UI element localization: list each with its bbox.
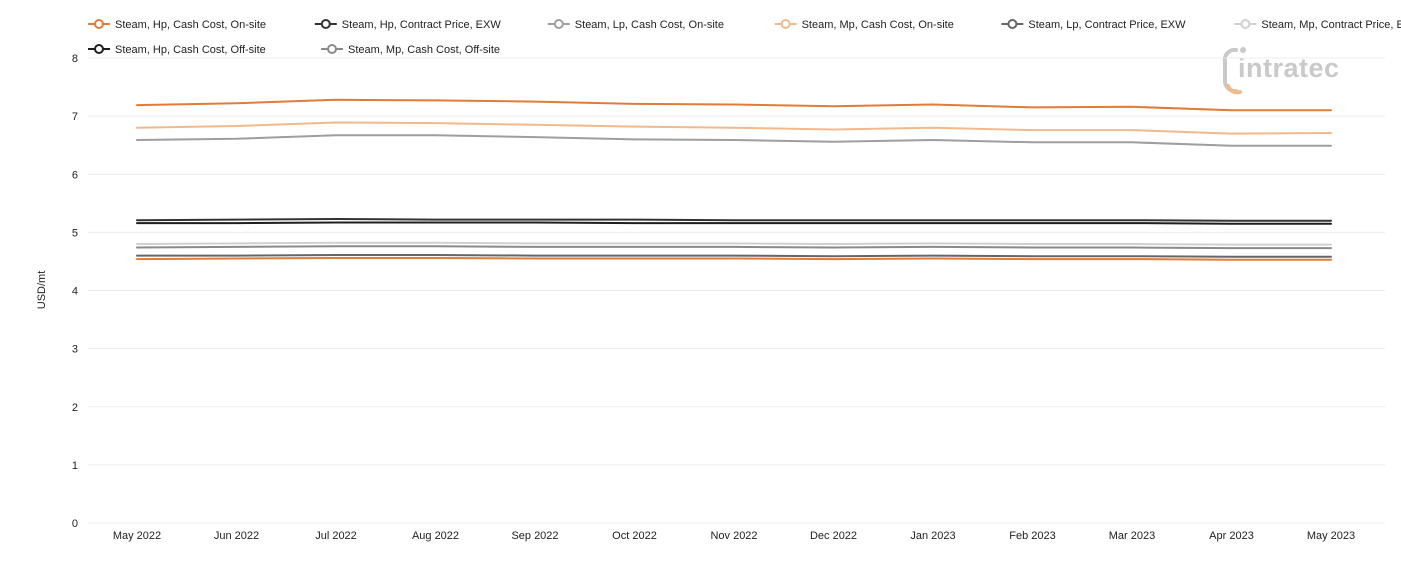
series-line-6 (136, 241, 1332, 246)
series-line-3 (136, 134, 1332, 147)
legend-item[interactable]: Steam, Lp, Cash Cost, On-site (547, 19, 724, 31)
x-tick-label: Jun 2022 (214, 530, 259, 542)
legend-marker-icon (1007, 19, 1018, 29)
y-tick-label: 8 (72, 53, 78, 65)
legend-marker-icon (780, 19, 791, 29)
gridlines (88, 57, 1385, 524)
y-axis: 0 1 2 3 4 5 6 7 8 (72, 53, 78, 530)
x-axis: May 2022 Jun 2022 Jul 2022 Aug 2022 Sep 2022… (113, 530, 1355, 542)
y-tick-label: 7 (72, 111, 78, 123)
logo-dot-icon (1240, 47, 1246, 53)
series-line-7 (136, 257, 1332, 261)
y-tick-label: 3 (72, 344, 78, 356)
y-tick-label: 1 (72, 460, 78, 472)
legend-item[interactable]: Steam, Mp, Cash Cost, On-site (774, 19, 954, 31)
legend-label: Steam, Mp, Contract Price, EXW (1261, 19, 1401, 31)
x-tick-label: Apr 2023 (1209, 530, 1254, 542)
x-tick-label: Feb 2023 (1009, 530, 1055, 542)
y-tick-label: 2 (72, 402, 78, 414)
legend-marker-icon (1240, 19, 1251, 29)
legend-item[interactable]: Steam, Hp, Cash Cost, On-site (88, 19, 266, 31)
x-tick-label: Nov 2022 (710, 530, 757, 542)
legend-item[interactable]: Steam, Lp, Contract Price, EXW (1001, 19, 1186, 31)
series-line-1 (136, 98, 1332, 112)
x-tick-label: Jan 2023 (910, 530, 955, 542)
series-line-4 (136, 121, 1332, 135)
y-tick-label: 0 (72, 518, 78, 530)
x-tick-label: May 2022 (113, 530, 161, 542)
legend-item[interactable]: Steam, Hp, Cash Cost, Off-site (88, 44, 266, 56)
y-tick-label: 4 (72, 286, 78, 298)
legend-label: Steam, Hp, Cash Cost, Off-site (115, 44, 266, 56)
logo-accent-icon (1226, 84, 1242, 95)
legend-item[interactable]: Steam, Mp, Contract Price, EXW (1234, 19, 1401, 31)
legend-label: Steam, Hp, Contract Price, EXW (342, 19, 502, 31)
y-axis-title: USD/mt (36, 271, 48, 310)
x-tick-label: Jul 2022 (315, 530, 357, 542)
x-tick-label: Mar 2023 (1109, 530, 1155, 542)
legend-item[interactable]: Steam, Mp, Cash Cost, Off-site (321, 44, 500, 56)
legend-label: Steam, Hp, Cash Cost, On-site (115, 19, 266, 31)
series-lines (136, 98, 1332, 261)
intratec-logo: intratec (1222, 47, 1339, 95)
x-tick-label: Sep 2022 (511, 530, 558, 542)
y-tick-label: 6 (72, 169, 78, 181)
legend-label: Steam, Mp, Cash Cost, On-site (802, 19, 954, 31)
x-tick-label: Aug 2022 (412, 530, 459, 542)
x-tick-label: May 2023 (1307, 530, 1355, 542)
legend-marker-icon (94, 44, 104, 54)
x-tick-label: Dec 2022 (810, 530, 857, 542)
chart-legend: Steam, Hp, Cash Cost, On-site Steam, Hp, … (88, 19, 1401, 56)
legend-marker-icon (320, 19, 331, 29)
series-line-2 (136, 218, 1332, 222)
legend-label: Steam, Mp, Cash Cost, Off-site (348, 44, 500, 56)
legend-marker-icon (553, 19, 564, 29)
series-line-5 (136, 254, 1332, 258)
legend-item[interactable]: Steam, Hp, Contract Price, EXW (314, 19, 502, 31)
legend-label: Steam, Lp, Contract Price, EXW (1028, 19, 1186, 31)
y-tick-label: 5 (72, 227, 78, 239)
legend-marker-icon (327, 44, 337, 54)
legend-label: Steam, Lp, Cash Cost, On-site (575, 19, 724, 31)
series-line-9 (136, 245, 1332, 250)
legend-marker-icon (94, 19, 104, 29)
x-tick-label: Oct 2022 (612, 530, 657, 542)
series-line-8 (136, 221, 1332, 225)
